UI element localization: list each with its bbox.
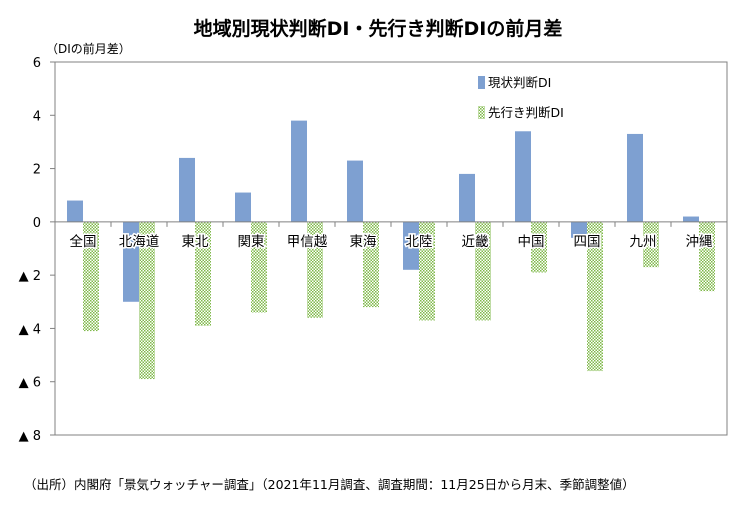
plot-border	[54, 61, 728, 436]
plot-area: 6 4 2 0 ▲ 2 ▲ 4 ▲ 6 ▲ 8 全国 北海道 東北 関東 甲信越 東海 北陸 近畿 中国 四国 九州…	[19, 56, 728, 444]
bar-genjo-10	[627, 133, 643, 222]
bar-sakiyuki-10	[643, 221, 659, 268]
y-tick-label: ▲ 8	[19, 429, 41, 444]
category-label: 北海道	[119, 234, 160, 250]
legend: 現状判断DI 先行き判断DI	[478, 75, 564, 120]
bar-sakiyuki-3	[251, 221, 267, 313]
bar-genjo-11	[683, 216, 699, 222]
category-label: 甲信越	[287, 234, 328, 250]
category-label: 九州	[630, 234, 657, 250]
category-label: 全国	[70, 233, 97, 250]
bar-sakiyuki-9	[587, 221, 603, 372]
category-label: 中国	[518, 234, 545, 250]
bar-genjo-6	[403, 221, 419, 270]
bar-sakiyuki-6	[419, 221, 435, 321]
category-label: 沖縄	[686, 234, 714, 250]
bar-genjo-3	[235, 192, 251, 222]
bar-sakiyuki-11	[699, 221, 715, 292]
bar-genjo-2	[179, 157, 195, 222]
legend-swatch-1	[478, 106, 485, 119]
source-note: （出所）内閣府「景気ウォッチャー調査」（2021年11月調査、調査期間：11月2…	[24, 477, 635, 492]
category-label: 北陸	[406, 234, 433, 250]
category-label: 東海	[350, 234, 377, 250]
bar-sakiyuki-1	[139, 221, 155, 380]
legend-swatch-0	[478, 76, 485, 89]
bar-genjo-8	[515, 131, 531, 222]
bar-genjo-4	[291, 120, 307, 222]
bar-sakiyuki-5	[363, 221, 379, 308]
bar-genjo-1	[123, 221, 139, 302]
category-label: 近畿	[462, 234, 489, 250]
y-tick-label: 4	[33, 109, 41, 124]
legend-label-0: 現状判断DI	[488, 75, 551, 90]
category-label: 四国	[574, 234, 601, 250]
y-tick-label: 0	[33, 216, 41, 231]
bar-sakiyuki-7	[475, 221, 491, 321]
category-label: 関東	[238, 234, 265, 250]
y-tick-label: ▲ 2	[19, 269, 41, 284]
bar-sakiyuki-0	[83, 221, 99, 332]
bar-genjo-7	[459, 173, 475, 222]
y-tick-label: ▲ 6	[19, 376, 41, 391]
chart-title: 地域別現状判断DI・先行き判断DIの前月差	[193, 18, 563, 40]
bar-sakiyuki-2	[195, 221, 211, 326]
y-tick-label: 2	[33, 163, 41, 178]
bar-genjo-0	[67, 200, 83, 222]
bar-genjo-9	[571, 221, 587, 238]
bar-sakiyuki-8	[531, 221, 547, 273]
category-label: 東北	[182, 234, 209, 250]
legend-label-1: 先行き判断DI	[488, 105, 564, 120]
y-tick-label: 6	[33, 56, 41, 71]
bar-genjo-5	[347, 160, 363, 222]
y-axis-unit-label: （DIの前月差）	[46, 42, 131, 56]
bar-sakiyuki-4	[307, 221, 323, 318]
y-tick-label: ▲ 4	[19, 322, 41, 337]
